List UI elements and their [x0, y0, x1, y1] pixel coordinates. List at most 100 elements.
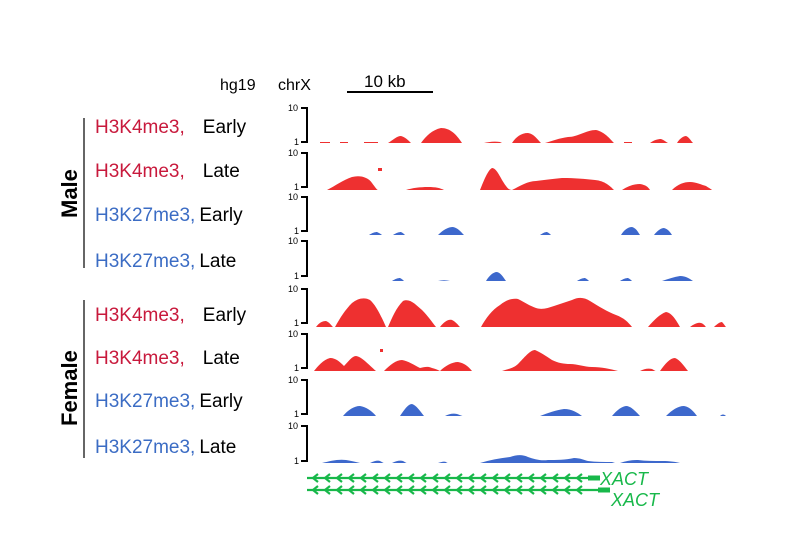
- track-label-female-k27-late: H3K27me3, Late: [95, 437, 236, 459]
- signal-peak: [660, 358, 688, 371]
- axis-max-label: 10: [288, 192, 299, 202]
- track-label-female-k4-late: H3K4me3, Late: [95, 348, 240, 370]
- signal-peak: [343, 406, 376, 416]
- time-name: Early: [202, 305, 247, 326]
- signal-peak: [438, 227, 464, 235]
- track-label-male-k4-early: H3K4me3, Early: [95, 117, 246, 139]
- track-label-female-k27-early: H3K27me3, Early: [95, 391, 243, 413]
- signal-peak: [440, 362, 472, 371]
- signal-peak: [622, 184, 650, 190]
- axis-bracket: [301, 425, 308, 462]
- mark-name: H3K27me3,: [95, 437, 196, 458]
- axis-bracket: [301, 152, 308, 188]
- signal-peak: [650, 139, 668, 143]
- signal-peak: [438, 280, 450, 281]
- track-female-k4-early: [316, 297, 726, 327]
- axis-max-label: 10: [288, 148, 299, 158]
- signal-peak: [393, 232, 405, 235]
- signal-bar: [340, 142, 348, 143]
- signal-peak: [481, 297, 632, 327]
- gene-label-xact-2: XACT: [611, 490, 660, 510]
- signal-peak: [486, 272, 506, 281]
- signal-peak: [677, 136, 693, 143]
- axis-min-label: 1: [294, 182, 300, 192]
- signal-peak: [384, 360, 440, 371]
- signal-peak: [720, 414, 726, 416]
- strand-arrows-1: [311, 473, 583, 483]
- axis-brackets: [301, 107, 308, 462]
- mark-name: H3K27me3,: [95, 391, 196, 412]
- signal-peak: [620, 460, 680, 463]
- axis-min-label: 1: [294, 226, 300, 236]
- signal-peak: [314, 356, 376, 371]
- exon-block-1: [588, 475, 600, 481]
- signal-bar: [624, 142, 632, 143]
- signal-peak: [662, 276, 693, 281]
- signal-bar: [320, 142, 330, 143]
- signal-peak: [388, 300, 436, 327]
- signal-dot: [380, 349, 383, 352]
- mark-name: H3K4me3,: [95, 348, 185, 369]
- axis-bracket: [301, 288, 308, 324]
- mark-name: H3K4me3,: [95, 161, 185, 182]
- track-male-k4-early: [320, 128, 693, 143]
- signal-dot: [378, 168, 382, 171]
- track-female-k4-late: [314, 349, 688, 371]
- track-label-male-k27-late: H3K27me3, Late: [95, 251, 236, 273]
- signal-peak: [540, 409, 582, 416]
- signal-peak: [316, 321, 333, 327]
- axis-max-label: 10: [288, 375, 299, 385]
- axis-max-label: 10: [288, 329, 299, 339]
- signal-peak: [480, 455, 615, 463]
- signal-peak: [480, 168, 512, 190]
- signal-peak: [690, 322, 706, 327]
- gene-label-xact-1: XACT: [600, 469, 649, 489]
- signal-bar: [364, 142, 378, 143]
- signal-peak: [654, 228, 672, 235]
- axis-max-label: 10: [288, 421, 299, 431]
- time-name: Early: [199, 391, 243, 412]
- signal-peak: [406, 187, 444, 190]
- signal-peak: [640, 368, 656, 371]
- axis-min-label: 1: [294, 271, 300, 281]
- track-label-female-k4-early: H3K4me3, Early: [95, 305, 246, 327]
- signal-peak: [392, 278, 404, 281]
- genome-label: hg19: [220, 77, 256, 94]
- gene-xact: [307, 473, 608, 495]
- signal-peak: [369, 232, 382, 235]
- axis-max-label: 10: [288, 236, 299, 246]
- signal-peak: [388, 136, 411, 143]
- signal-peak: [438, 461, 448, 463]
- time-name: Early: [202, 117, 247, 138]
- axis-max-label: 10: [288, 284, 299, 294]
- axis-bracket: [301, 196, 308, 232]
- signal-peak: [672, 182, 712, 190]
- signal-peak: [666, 406, 697, 416]
- signal-peak: [392, 460, 407, 463]
- signal-peak: [577, 278, 589, 281]
- axis-min-label: 1: [294, 318, 300, 328]
- signal-peak: [612, 406, 640, 416]
- signal-peak: [400, 404, 424, 416]
- axis-min-label: 1: [294, 137, 300, 147]
- time-name: Late: [202, 348, 240, 369]
- axis-bracket: [301, 240, 308, 277]
- time-name: Early: [199, 205, 243, 226]
- scale-bar-label: 10 kb: [364, 72, 406, 91]
- signal-peak: [540, 232, 551, 235]
- signal-peak: [512, 133, 541, 143]
- signal-peak: [648, 312, 680, 327]
- signal-peak: [714, 322, 726, 327]
- signal-peak: [621, 227, 640, 235]
- mark-name: H3K4me3,: [95, 305, 185, 326]
- signal-peak: [445, 413, 463, 416]
- exon-block-2: [598, 487, 610, 493]
- track-male-k27-early: [369, 227, 672, 235]
- track-female-k27-early: [343, 404, 726, 416]
- mark-name: H3K27me3,: [95, 205, 196, 226]
- signal-peak: [327, 176, 378, 190]
- signal-peak: [335, 298, 386, 327]
- signal-peak: [512, 178, 614, 190]
- axis-min-label: 1: [294, 409, 300, 419]
- track-male-k27-late: [392, 272, 693, 281]
